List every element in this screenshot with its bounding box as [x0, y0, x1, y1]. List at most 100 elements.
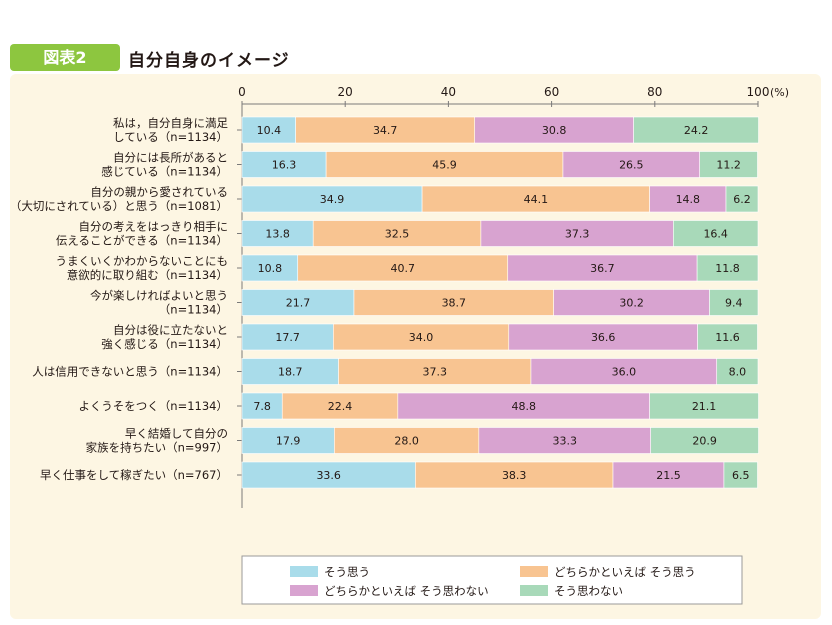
data-label: 16.4: [703, 228, 728, 241]
bar-segment: [353, 289, 554, 316]
data-label: 24.2: [684, 124, 709, 137]
data-label: 28.0: [394, 435, 419, 448]
category-label: している（n=1134）: [113, 130, 228, 144]
category-label: 早く結婚して自分の: [125, 427, 228, 441]
x-tick-label: 80: [647, 85, 662, 99]
data-label: 45.9: [432, 159, 457, 172]
category-label: 強く感じる（n=1134）: [101, 337, 228, 351]
data-label: 21.7: [286, 297, 311, 310]
data-label: 37.3: [565, 228, 590, 241]
bar-segment: [241, 254, 299, 282]
bar-segment: [334, 427, 480, 454]
data-label: 17.9: [276, 435, 301, 448]
data-label: 8.0: [729, 366, 747, 379]
bar-segment: [697, 323, 758, 351]
bar-segment: [241, 151, 327, 178]
legend-swatch: [520, 566, 548, 577]
bar-segment: [633, 116, 759, 144]
bar-segment: [241, 392, 283, 420]
x-tick-label: 60: [544, 85, 559, 99]
data-label: 30.2: [619, 297, 644, 310]
category-label: 自分は役に立たないと: [113, 323, 228, 337]
data-label: 38.3: [502, 469, 527, 482]
bar-segment: [295, 116, 476, 144]
legend-label: どちらかといえば そう思わない: [324, 584, 489, 598]
data-label: 18.7: [278, 366, 303, 379]
data-label: 38.7: [442, 297, 467, 310]
bar-segment: [709, 289, 759, 316]
category-label: 今が楽しければよいと思う: [90, 289, 228, 303]
bar-segment: [397, 392, 650, 420]
legend-swatch: [290, 585, 318, 596]
category-label: うまくいくかわからないことにも: [56, 254, 229, 268]
legend-box: [241, 555, 743, 605]
category-label: 意欲的に取り組む（n=1134）: [67, 268, 228, 282]
figure-number-badge: 図表2: [10, 44, 120, 71]
legend-label: そう思わない: [554, 584, 623, 598]
bar-segment: [649, 392, 759, 420]
data-label: 21.1: [692, 400, 717, 413]
bar-segment: [480, 220, 674, 247]
bar-segment: [415, 461, 614, 489]
x-tick-label: 0: [238, 85, 246, 99]
legend-label: どちらかといえば そう思う: [554, 565, 696, 579]
legend-swatch: [290, 566, 318, 577]
data-label: 32.5: [385, 228, 410, 241]
data-label: 6.2: [733, 193, 751, 206]
category-label: 早く仕事をして稼ぎたい（n=767）: [40, 468, 228, 482]
category-label: 人は信用できないと思う（n=1134）: [32, 365, 228, 379]
x-tick-label: 40: [441, 85, 456, 99]
bar-segment: [312, 220, 482, 247]
data-label: 14.8: [676, 193, 701, 206]
data-label: 11.8: [715, 262, 740, 275]
data-label: 16.3: [272, 159, 297, 172]
bar-segment: [562, 151, 700, 178]
data-label: 13.8: [265, 228, 290, 241]
data-label: 6.5: [732, 469, 750, 482]
category-label: 感じている（n=1134）: [101, 165, 228, 179]
bar-segment: [716, 358, 759, 385]
data-label: 26.5: [619, 159, 644, 172]
data-label: 21.5: [656, 469, 681, 482]
data-label: 34.9: [320, 193, 345, 206]
data-label: 30.8: [542, 124, 567, 137]
category-label: 自分には長所があると: [113, 151, 228, 165]
bar-segment: [325, 151, 564, 178]
data-label: 17.7: [275, 331, 300, 344]
data-label: 37.3: [422, 366, 447, 379]
bar-segment: [725, 185, 759, 213]
data-label: 36.7: [590, 262, 615, 275]
category-label: 自分の考えをはっきり相手に: [79, 220, 229, 234]
data-label: 44.1: [524, 193, 549, 206]
data-label: 36.6: [591, 331, 616, 344]
data-label: 20.9: [692, 435, 717, 448]
bar-segment: [650, 427, 759, 454]
data-label: 9.4: [725, 297, 743, 310]
bar-segment: [281, 392, 399, 420]
bar-segment: [699, 151, 758, 178]
bar-segment: [553, 289, 710, 316]
data-label: 22.4: [328, 400, 353, 413]
data-label: 10.4: [257, 124, 282, 137]
x-tick-label: 20: [338, 85, 353, 99]
data-label: 33.3: [553, 435, 578, 448]
figure-title: 自分自身のイメージ: [128, 51, 290, 71]
bar-segment: [723, 461, 758, 489]
bar-segment: [612, 461, 725, 489]
legend-swatch: [520, 585, 548, 596]
bar-segment: [696, 254, 759, 282]
data-label: 48.8: [511, 400, 536, 413]
data-label: 36.0: [612, 366, 637, 379]
data-label: 10.8: [258, 262, 283, 275]
data-label: 33.6: [316, 469, 341, 482]
data-label: 7.8: [253, 400, 271, 413]
data-label: 34.7: [373, 124, 398, 137]
bar-segment: [338, 358, 532, 385]
bar-segment: [478, 427, 651, 454]
x-tick-label: 100: [747, 85, 770, 99]
category-label: 自分の親から愛されている: [90, 185, 228, 199]
bar-segment: [241, 289, 355, 316]
bar-segment: [241, 220, 314, 247]
category-label: （大切にされている）と思う（n=1081）: [10, 199, 228, 213]
